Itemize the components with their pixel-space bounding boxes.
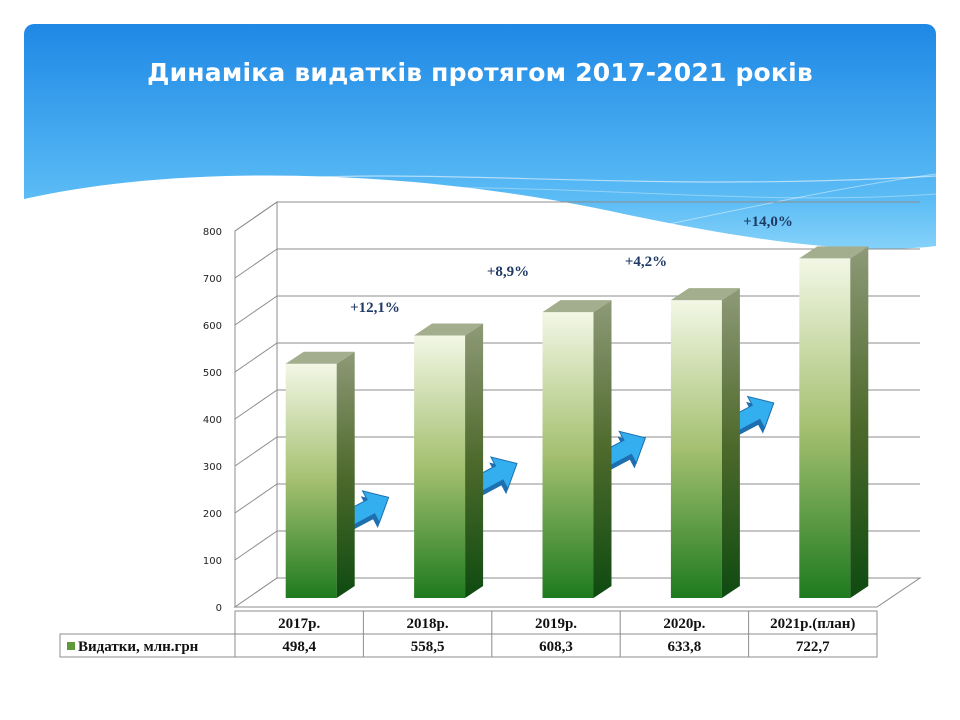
legend-series-name: Видатки, млн.грн [78, 639, 199, 655]
bar [799, 246, 869, 598]
bar-top [285, 351, 355, 364]
gridline-side [234, 436, 278, 467]
bar [285, 351, 355, 598]
slide-title: Динаміка видатків протягом 2017-2021 рок… [147, 58, 813, 87]
growth-label: +4,2% [625, 254, 667, 270]
bar-front [414, 335, 466, 598]
bar [670, 288, 740, 598]
bar-top [414, 323, 484, 336]
growth-label: +14,0% [743, 214, 793, 230]
value-label: 498,4 [282, 639, 316, 655]
gridline-side [234, 342, 278, 373]
growth-labels: +12,1% +8,9% +4,2% +14,0% [350, 214, 793, 316]
arrow-shape [471, 456, 518, 493]
y-tick-label: 100 [203, 556, 222, 567]
bar-front [285, 363, 337, 598]
gridline-side [234, 295, 278, 326]
bar-side [593, 300, 612, 598]
x-tick-label: 2020р. [663, 616, 705, 632]
y-tick-label: 300 [203, 462, 222, 473]
bar-side [465, 323, 484, 598]
x-tick-label: 2017р. [278, 616, 320, 632]
bar-top [670, 288, 740, 301]
y-tick-label: 800 [203, 227, 222, 238]
gridline-side [234, 389, 278, 420]
y-tick-label: 700 [203, 274, 222, 285]
value-label: 608,3 [539, 639, 573, 655]
bar [542, 300, 612, 598]
value-label: 558,5 [411, 639, 445, 655]
bar-side [850, 246, 869, 598]
y-tick-label: 600 [203, 321, 222, 332]
arrow-shape [728, 395, 775, 433]
x-tick-label: 2021р.(план) [770, 616, 855, 632]
y-tick-label: 0 [216, 603, 222, 614]
bar-side [721, 288, 740, 598]
x-tick-label: 2019р. [535, 616, 577, 632]
value-label: 633,8 [668, 639, 702, 655]
growth-label: +12,1% [350, 300, 400, 316]
bars [285, 246, 869, 598]
bar-side [336, 351, 355, 598]
y-axis: 0 100 200 300 400 500 600 700 800 [203, 227, 222, 614]
gridline-side [234, 483, 278, 514]
bar [414, 323, 484, 598]
y-tick-label: 500 [203, 368, 222, 379]
x-tick-label: 2018р. [407, 616, 449, 632]
gridline-side [234, 530, 278, 561]
y-tick-label: 200 [203, 509, 222, 520]
y-tick-label: 400 [203, 415, 222, 426]
bar-front [670, 300, 722, 598]
bar-front [799, 258, 851, 598]
gridline-side [234, 248, 278, 279]
data-table: 2017р. 498,4 2018р. 558,5 2019р. 608,3 2020р. 6… [59, 610, 878, 658]
growth-label: +8,9% [487, 264, 529, 280]
arrow-shape [600, 430, 647, 468]
gridline-side [234, 201, 278, 232]
legend-cell [59, 633, 236, 658]
value-label: 722,7 [796, 639, 830, 655]
bar-front [542, 312, 594, 598]
bar-top [542, 300, 612, 313]
arrow-shape [343, 490, 390, 527]
bar-top [799, 246, 869, 259]
legend-swatch [67, 642, 75, 650]
